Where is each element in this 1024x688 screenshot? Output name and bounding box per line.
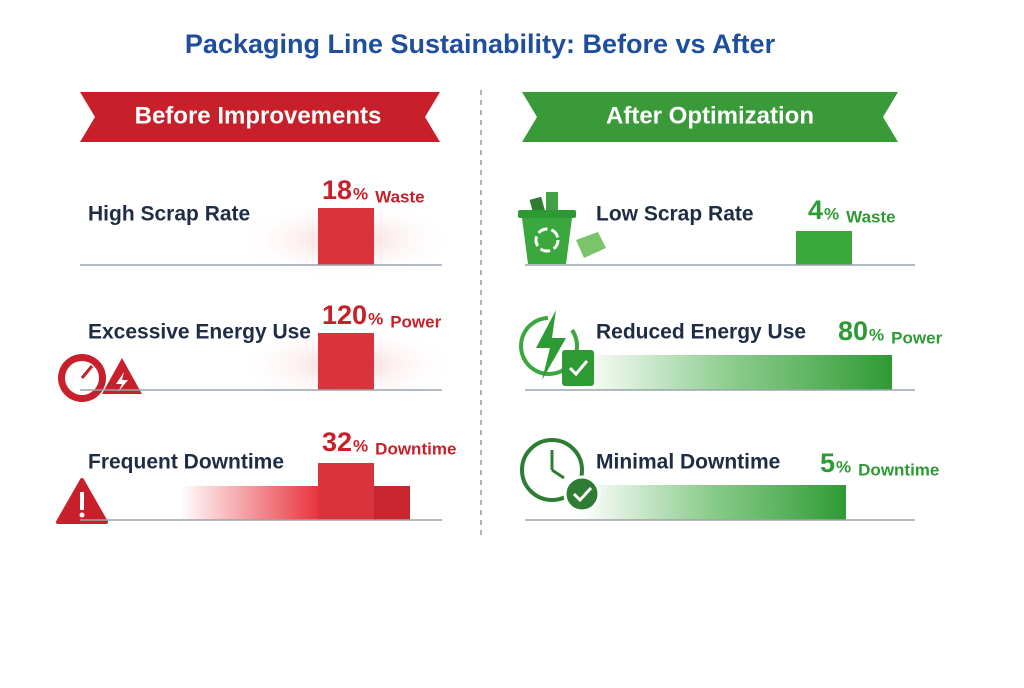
item-label: Excessive Energy Use (88, 321, 311, 344)
value: 32 (322, 427, 352, 457)
item-label: Frequent Downtime (88, 451, 284, 474)
measure: Downtime (375, 439, 456, 458)
ribbon (522, 92, 898, 142)
recycle-icon (518, 192, 606, 264)
measure: Waste (375, 187, 424, 206)
unit: % (368, 309, 383, 328)
bars-before (180, 200, 456, 520)
unit: % (824, 204, 839, 223)
value: 80 (838, 316, 868, 346)
item-label: Minimal Downtime (596, 451, 780, 474)
gauge-icon (58, 354, 142, 402)
warning-icon (56, 478, 108, 524)
measure: Power (891, 328, 942, 347)
measure: Downtime (858, 460, 939, 479)
item-label: Reduced Energy Use (596, 321, 806, 344)
measure: Power (390, 312, 441, 331)
value: 120 (322, 300, 367, 330)
value: 5 (820, 448, 835, 478)
bars-after (580, 231, 892, 520)
title: Packaging Line Sustainability: Before vs… (185, 29, 776, 59)
unit: % (353, 184, 368, 203)
unit: % (353, 436, 368, 455)
value: 18 (322, 175, 352, 205)
item-label: High Scrap Rate (88, 203, 250, 226)
value: 4 (808, 195, 823, 225)
panel-heading: Before Improvements (135, 102, 382, 129)
measure: Waste (846, 207, 895, 226)
ribbon (80, 92, 440, 142)
unit: % (836, 457, 851, 476)
clock-icon (520, 438, 601, 513)
item-label: Low Scrap Rate (596, 203, 754, 226)
unit: % (869, 325, 884, 344)
panel-heading: After Optimization (606, 102, 814, 129)
energy-icon (519, 310, 594, 386)
